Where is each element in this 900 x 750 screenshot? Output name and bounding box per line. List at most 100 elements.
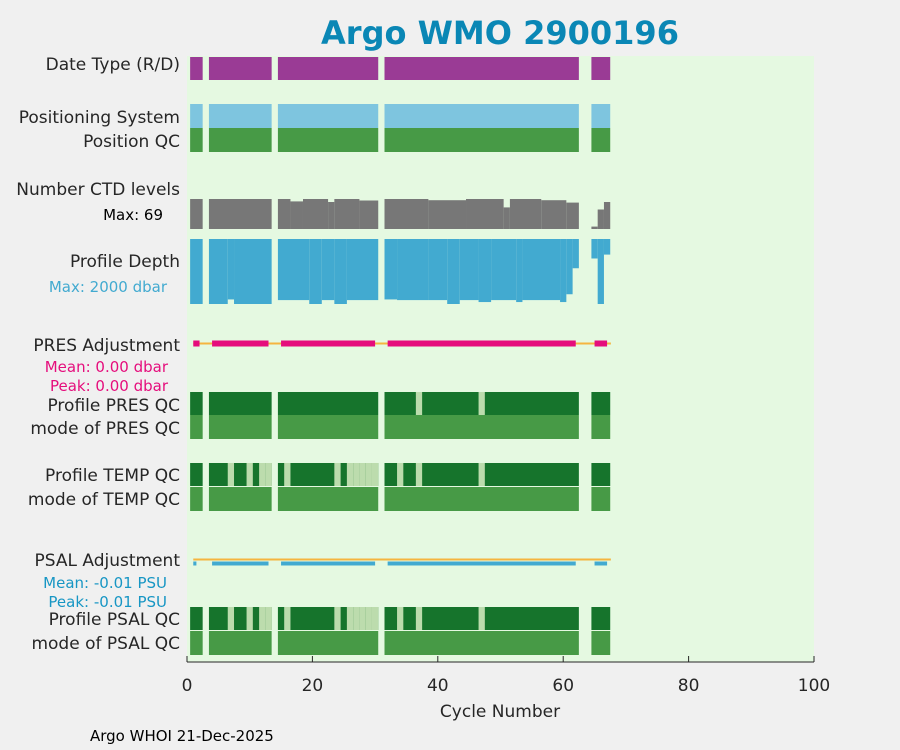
- chart-marks: [190, 57, 611, 655]
- position-qc-bar: [190, 128, 203, 152]
- position-qc-bar: [384, 128, 579, 152]
- profile-temp-qc-bar-light: [365, 463, 372, 486]
- ctd-levels-bar: [503, 207, 510, 229]
- profile-psal-qc-bar: [190, 607, 203, 630]
- row-label-profile-pres-qc: Profile PRES QC: [47, 396, 180, 416]
- mode-temp-qc-bar: [277, 487, 379, 511]
- row-label-number-ctd-levels: Number CTD levels: [16, 180, 180, 200]
- profile-depth-bar: [603, 239, 611, 255]
- profile-depth-bar: [234, 239, 272, 304]
- position-qc-bar: [591, 128, 611, 152]
- ctd-levels-bar: [277, 199, 291, 229]
- date-type-bar: [384, 57, 579, 80]
- x-tick-label: 40: [427, 676, 449, 696]
- x-axis-ticks: 0 20 40 60 80 100: [182, 656, 830, 696]
- pres-mean-annotation: Mean: 0.00 dbar: [45, 358, 169, 376]
- profile-depth-bar: [384, 239, 398, 300]
- ctd-max-annotation: Max: 69: [103, 206, 163, 224]
- positioning-system-bar: [190, 104, 203, 128]
- profile-temp-qc-bar: [208, 463, 272, 486]
- profile-depth-bar: [447, 239, 460, 304]
- profile-psal-qc-bar-light: [284, 607, 291, 630]
- profile-psal-qc-bar-light: [415, 607, 423, 630]
- profile-depth-bar: [227, 239, 235, 300]
- position-qc-bar: [208, 128, 272, 152]
- row-label-profile-temp-qc: Profile TEMP QC: [45, 466, 180, 486]
- ctd-levels-bar: [190, 199, 203, 229]
- mode-pres-qc-bar: [208, 415, 272, 439]
- ctd-levels-bar: [428, 200, 467, 229]
- profile-depth-bar: [428, 239, 448, 301]
- row-label-positioning-system: Positioning System: [19, 108, 180, 128]
- mode-pres-qc-bar: [190, 415, 203, 439]
- ctd-levels-bar: [208, 199, 272, 229]
- profile-depth-bar: [566, 239, 573, 295]
- ctd-levels-bar: [603, 202, 611, 229]
- profile-psal-qc-bar-light: [334, 607, 341, 630]
- mode-pres-qc-bar: [277, 415, 379, 439]
- x-axis-label: Cycle Number: [440, 702, 560, 722]
- plot-area: [187, 56, 814, 662]
- mode-psal-qc-bar: [208, 631, 272, 655]
- ctd-levels-bar: [303, 199, 329, 229]
- ctd-levels-bar: [384, 199, 429, 229]
- ctd-levels-bar: [541, 200, 567, 229]
- position-qc-bar: [277, 128, 379, 152]
- profile-depth-bar: [334, 239, 347, 304]
- profile-psal-qc-bar-light: [353, 607, 360, 630]
- row-label-mode-temp-qc: mode of TEMP QC: [28, 490, 180, 510]
- psal-adjustment-bar: [594, 561, 608, 566]
- ctd-levels-bar: [466, 199, 504, 229]
- mode-psal-qc-bar: [591, 631, 611, 655]
- mode-psal-qc-bar: [277, 631, 379, 655]
- psal-adjustment-bar: [281, 561, 376, 566]
- psal-adjustment-bar: [387, 561, 576, 566]
- profile-depth-bar: [597, 239, 604, 304]
- row-label-psal-adjustment: PSAL Adjustment: [35, 551, 181, 571]
- pres-adjustment-bar: [212, 340, 269, 347]
- profile-psal-qc-bar-light: [227, 607, 235, 630]
- profile-depth-bar: [572, 239, 579, 269]
- profile-pres-qc-bar-light: [415, 392, 423, 415]
- ctd-levels-bar: [566, 202, 579, 229]
- profile-psal-qc-bar-light: [259, 607, 266, 630]
- pres-adjustment-bar: [387, 340, 576, 347]
- profile-depth-bar: [491, 239, 517, 301]
- profile-temp-qc-bar-light: [227, 463, 235, 486]
- profile-psal-qc-bar-light: [359, 607, 366, 630]
- mode-pres-qc-bar: [591, 415, 611, 439]
- profile-depth-bar: [522, 239, 561, 301]
- profile-depth-bar: [277, 239, 310, 301]
- x-tick-label: 60: [552, 676, 574, 696]
- ctd-levels-bar: [591, 226, 598, 229]
- profile-pres-qc-bar: [190, 392, 203, 415]
- profile-temp-qc-bar-light: [353, 463, 360, 486]
- profile-temp-qc-bar-light: [259, 463, 266, 486]
- row-label-mode-pres-qc: mode of PRES QC: [30, 419, 180, 439]
- chart-title: Argo WMO 2900196: [321, 14, 679, 52]
- profile-pres-qc-bar: [208, 392, 272, 415]
- profile-temp-qc-bar-light: [397, 463, 404, 486]
- profile-temp-qc-bar-light: [265, 463, 272, 486]
- profile-pres-qc-bar: [277, 392, 379, 415]
- footer-text: Argo WHOI 21-Dec-2025: [90, 727, 274, 745]
- mode-psal-qc-bar: [384, 631, 579, 655]
- positioning-system-bar: [277, 104, 379, 128]
- profile-psal-qc-bar-light: [246, 607, 253, 630]
- row-label-profile-psal-qc: Profile PSAL QC: [49, 610, 180, 630]
- profile-temp-qc-bar-light: [371, 463, 379, 486]
- ctd-levels-bar: [328, 202, 335, 229]
- profile-temp-qc-bar-light: [359, 463, 366, 486]
- profile-psal-qc-bar-light: [371, 607, 379, 630]
- ctd-levels-bar: [290, 201, 303, 229]
- positioning-system-bar: [384, 104, 579, 128]
- pres-adjustment-bar: [594, 340, 608, 347]
- profile-depth-bar: [459, 239, 479, 301]
- profile-depth-bar: [190, 239, 203, 304]
- ctd-levels-bar: [597, 209, 604, 229]
- row-label-mode-psal-qc: mode of PSAL QC: [31, 634, 180, 654]
- profile-temp-qc-bar: [591, 463, 611, 486]
- profile-temp-qc-bar-light: [478, 463, 485, 486]
- date-type-bar: [208, 57, 272, 80]
